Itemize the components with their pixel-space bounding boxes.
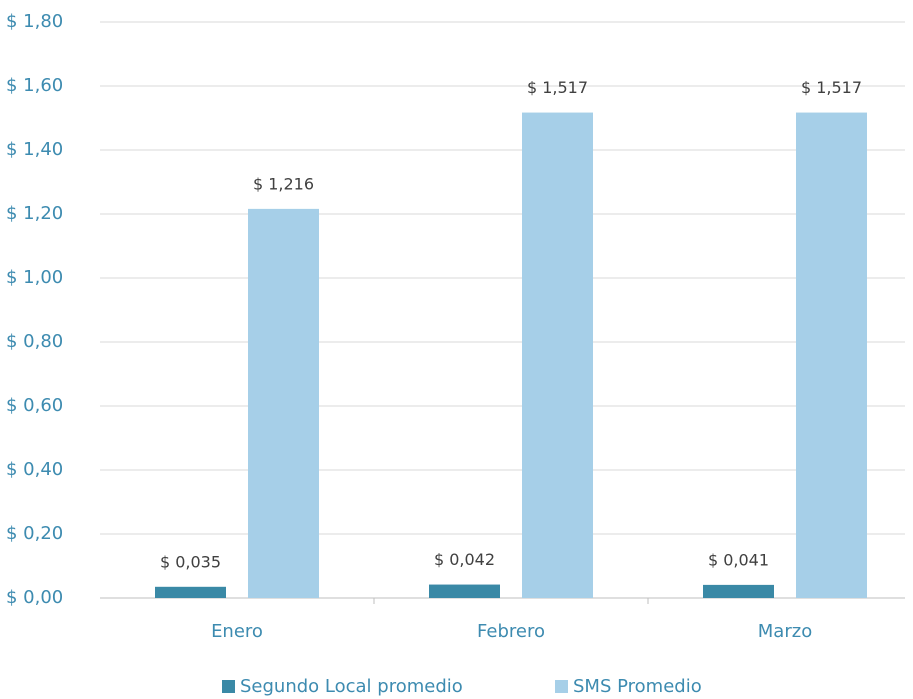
y-tick-label: $ 0,20 bbox=[6, 523, 63, 544]
y-tick-label: $ 1,20 bbox=[6, 203, 63, 224]
value-label: $ 0,035 bbox=[160, 552, 221, 571]
x-tick-label: Febrero bbox=[477, 621, 545, 642]
value-label: $ 0,042 bbox=[434, 550, 495, 569]
value-label: $ 1,517 bbox=[527, 78, 588, 97]
bar bbox=[429, 584, 500, 598]
value-label: $ 0,041 bbox=[708, 550, 769, 569]
legend-label: Segundo Local promedio bbox=[240, 676, 463, 697]
x-tick-label: Marzo bbox=[758, 621, 812, 642]
x-tick-label: Enero bbox=[211, 621, 263, 642]
y-tick-label: $ 0,60 bbox=[6, 395, 63, 416]
y-tick-label: $ 0,00 bbox=[6, 587, 63, 608]
y-tick-label: $ 1,00 bbox=[6, 267, 63, 288]
value-label: $ 1,216 bbox=[253, 174, 314, 193]
value-label: $ 1,517 bbox=[801, 78, 862, 97]
legend-label: SMS Promedio bbox=[573, 676, 702, 697]
bar bbox=[796, 112, 867, 598]
legend-swatch bbox=[222, 680, 235, 693]
bar bbox=[522, 112, 593, 598]
y-tick-label: $ 0,80 bbox=[6, 331, 63, 352]
y-tick-label: $ 1,60 bbox=[6, 75, 63, 96]
y-tick-label: $ 1,80 bbox=[6, 11, 63, 32]
bar bbox=[248, 208, 319, 598]
y-tick-label: $ 1,40 bbox=[6, 139, 63, 160]
legend-swatch bbox=[555, 680, 568, 693]
bar bbox=[155, 586, 226, 598]
bar bbox=[703, 584, 774, 598]
y-tick-label: $ 0,40 bbox=[6, 459, 63, 480]
